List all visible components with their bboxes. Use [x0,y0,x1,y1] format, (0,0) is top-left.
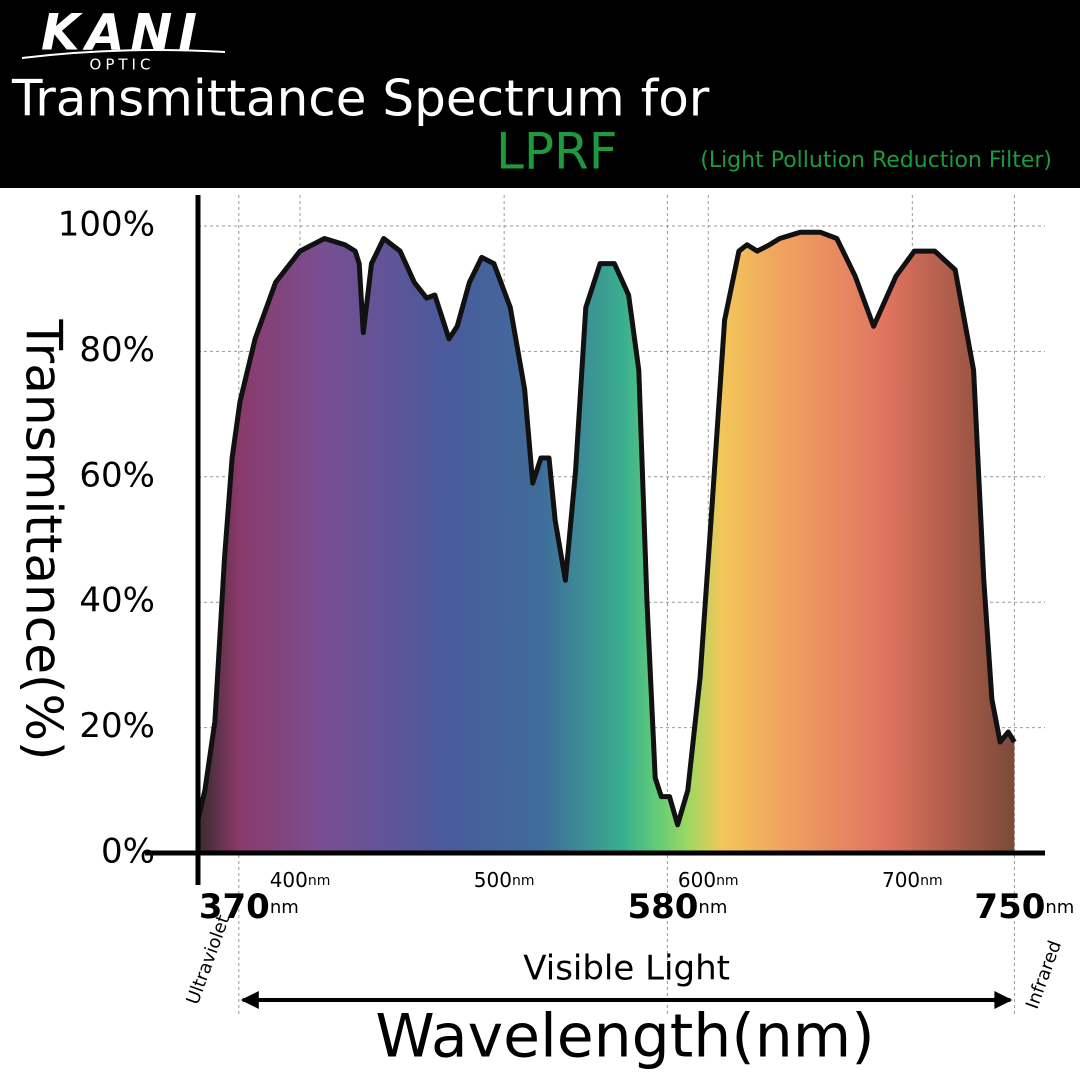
brand: KANI [41,4,203,62]
tick-number: 370 [199,887,270,927]
tick-number: 500 [474,868,512,892]
tick-unit: nm [270,897,299,918]
y-tick-label: 20% [79,706,155,746]
tick-number: 600 [678,868,716,892]
title: Transmittance Spectrum for [11,70,710,128]
x-tick-label: 700nm [882,868,943,892]
x-tick-label: 500nm [474,868,535,892]
tick-number: 580 [627,887,698,927]
annotation-left: Ultraviolet [182,912,234,1007]
brand-sub: OPTIC [90,56,155,74]
x-marker-label: 370nm [199,887,299,927]
y-tick-label: 100% [58,205,155,245]
y-tick-label: 60% [79,455,155,495]
tick-unit: nm [698,897,727,918]
annotation-right: Infrared [1022,938,1066,1012]
x-tick-label: 600nm [678,868,739,892]
x-marker-label: 750nm [974,887,1074,927]
tick-number: 700 [882,868,920,892]
spectrum-area [198,232,1015,854]
tick-number: 400 [270,868,308,892]
tick-unit: nm [512,873,535,889]
title-highlight: LPRF [496,123,618,181]
tick-unit: nm [920,873,943,889]
tick-number: 750 [974,887,1045,927]
plot: 0%20%40%60%80%100%400nm 500nm 600nm 700nm37… [58,195,1074,1015]
y-tick-label: 40% [79,581,155,621]
spectrum-line [195,229,1017,828]
annotation-span: Visible Light [523,949,730,989]
brand-swoosh [21,49,226,59]
y-axis-label: Transmittance(%) [15,318,73,760]
arrow-head [240,991,259,1009]
header-band [0,0,1080,188]
x-marker-label: 580nm [627,887,727,927]
subtitle: (Light Pollution Reduction Filter) [700,148,1052,173]
tick-unit: nm [308,873,331,889]
tick-unit: nm [1045,897,1074,918]
y-tick-label: 80% [79,330,155,370]
arrow-head [994,991,1013,1009]
x-tick-label: 400nm [270,868,331,892]
tick-unit: nm [716,873,739,889]
x-axis-label: Wavelength(nm) [375,1002,874,1072]
